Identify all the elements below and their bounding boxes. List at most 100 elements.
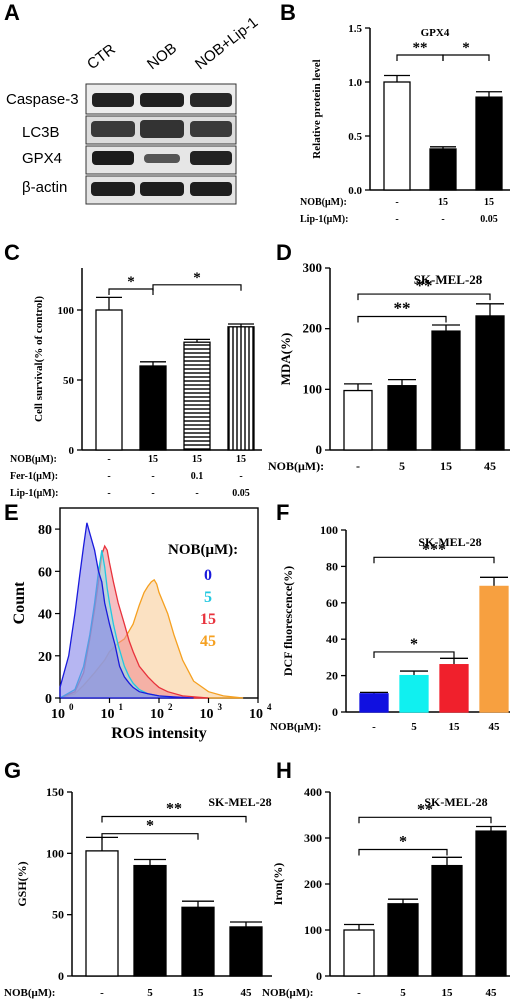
chart-title: SK-MEL-28 [414,272,483,287]
condition-value: - [107,454,110,465]
panel-letter-h: H [276,758,292,783]
bar [475,96,503,191]
significance-bracket [373,651,455,658]
condition-value: 5 [147,987,153,999]
chart-title: SK-MEL-28 [418,535,481,549]
significance-bracket [442,54,490,61]
y-tick-label: 0 [58,969,64,983]
y-tick-label: 60 [38,565,52,580]
condition-value: 15 [449,721,461,733]
significance-label: * [462,40,470,56]
x-tick-exponent: 0 [69,702,74,712]
y-tick-label: 0 [316,969,322,983]
blot-strip-caspase3 [85,83,237,115]
condition-row-label: NOB(μM): [10,454,57,465]
x-tick-label: 10 [101,707,115,722]
condition-value: - [356,459,360,473]
condition-value: 0.05 [480,214,498,225]
condition-value: 15 [484,197,494,208]
bar [227,326,255,451]
condition-value: 45 [486,987,498,999]
condition-value: 5 [411,721,417,733]
lane-label-ctr: CTR [84,41,119,73]
x-tick-exponent: 3 [218,702,223,712]
condition-row-label: NOB(μM): [4,987,55,999]
y-axis-label: MDA(%) [278,333,293,386]
legend-title: NOB(μM): [168,542,238,558]
significance-bracket [101,815,247,823]
significance-label: * [127,274,135,290]
legend-entry-5: 5 [204,589,212,606]
condition-row-label: NOB(μM): [262,987,313,999]
y-tick-label: 400 [304,785,322,799]
y-tick-label: 0.5 [348,131,362,143]
significance-label: * [410,636,418,653]
condition-value: 15 [193,987,205,999]
condition-value: 15 [440,459,452,473]
panel-letter-c: C [4,240,20,265]
blot-strip-beta-actin [85,175,237,205]
condition-value: 5 [399,459,405,473]
panel-letter-e: E [4,500,19,525]
y-tick-label: 100 [58,305,75,317]
legend-entry-45: 45 [200,633,216,650]
condition-value: 45 [489,721,501,733]
y-tick-label: 0 [316,442,323,457]
condition-value: - [239,471,242,482]
y-tick-label: 80 [38,523,52,538]
significance-bracket [373,556,495,564]
bar [181,906,215,977]
bar [133,864,167,977]
x-tick-label: 10 [249,707,263,722]
bar [343,389,373,451]
bar [139,365,167,451]
condition-row-label: Fer-1(μM): [10,471,58,482]
condition-value: 15 [442,987,454,999]
panel-h: H 0100200300400Iron(%)SK-MEL-28***NOB(μM… [262,758,510,999]
y-tick-label: 100 [304,923,322,937]
chart-f: 0 20 40 60 80 100 DCF fluorescence(%) SK-MEL-28… [270,523,510,733]
significance-label: *** [422,541,446,558]
y-tick-label: 50 [63,375,75,387]
blot-row-label-caspase3: Caspase-3 [6,91,79,108]
y-tick-label: 1.0 [348,77,362,89]
condition-row-label: Lip-1(μM): [300,214,348,225]
bar [475,315,505,451]
significance-label: ** [394,299,411,318]
x-tick-label: 10 [51,707,65,722]
panel-letter-g: G [4,758,21,783]
y-axis-label: Iron(%) [271,863,285,905]
panel-letter-b: B [280,0,296,25]
y-axis-label: Count [11,581,28,624]
significance-label: ** [413,40,428,56]
y-axis-label: GSH(%) [15,861,29,906]
y-tick-label: 20 [326,669,338,683]
condition-value: 45 [241,987,253,999]
bar [431,330,461,451]
y-tick-label: 20 [38,650,52,665]
y-tick-label: 200 [303,321,323,336]
blot-row-label-gpx4: GPX4 [22,150,62,167]
y-tick-label: 0 [69,445,75,457]
x-tick-exponent: 1 [119,702,124,712]
panel-letter-f: F [276,500,289,525]
condition-value: - [107,488,110,499]
x-axis-label: ROS intensity [111,725,207,742]
y-tick-label: 0.0 [348,185,362,197]
panel-letter-a: A [4,0,20,25]
y-axis-label: DCF fluorescence(%) [281,566,295,676]
y-tick-label: 100 [320,523,338,537]
condition-value: - [357,987,361,999]
significance-label: ** [417,801,433,818]
chart-title: GPX4 [421,27,450,39]
bar [229,926,263,977]
panel-b: B 0.0 0.5 1.0 1.5 Relative protein level GPX4… [280,0,510,225]
bar [95,309,123,451]
y-tick-label: 100 [303,381,323,396]
condition-value: - [395,197,398,208]
condition-value: 15 [192,454,202,465]
y-tick-label: 150 [46,785,64,799]
